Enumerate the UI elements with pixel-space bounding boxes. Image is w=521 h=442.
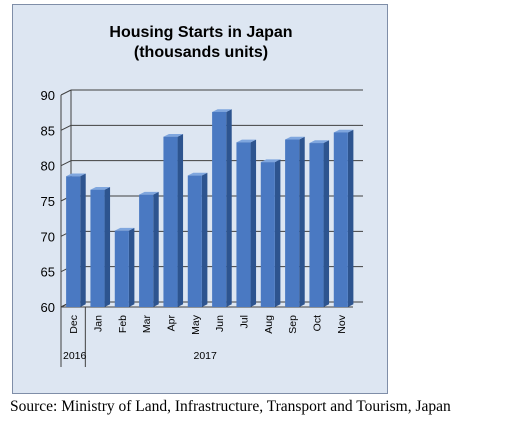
bar-front: [114, 230, 129, 307]
bar-side: [80, 173, 86, 307]
bar-side: [299, 136, 305, 307]
bar-sep: [285, 136, 305, 307]
gridline-diagonal: [60, 124, 72, 131]
year-label: 2016: [63, 350, 87, 362]
year-labels: 2016 2017: [63, 350, 217, 362]
bar-top: [333, 129, 354, 133]
bar-nov: [333, 129, 354, 307]
bar-oct: [309, 140, 330, 307]
bar-side: [274, 159, 281, 307]
bar-top: [114, 227, 135, 231]
bar-top: [212, 109, 232, 112]
bar-front: [260, 162, 275, 307]
bar-side: [347, 129, 354, 307]
x-tick-label: Feb: [117, 315, 129, 333]
bar-chart: Housing Starts in Japan (thousands units…: [41, 24, 363, 367]
bar-top: [163, 133, 184, 137]
bar-jun: [212, 109, 232, 308]
bar-may: [187, 172, 208, 307]
bar-side: [250, 139, 257, 307]
chart-title-line-1: Housing Starts in Japan: [109, 24, 292, 41]
bar-jul: [236, 139, 257, 307]
category-labels: Dec Jan Feb Mar Apr May Jun Jul Aug Sep Oct Nov: [60, 307, 348, 367]
x-tick-label: Aug: [263, 315, 275, 334]
x-tick-label: Mar: [141, 315, 153, 334]
gridline-diagonal: [60, 160, 72, 167]
bar-front: [285, 139, 300, 307]
bar-aug: [260, 159, 281, 307]
bar-top: [309, 140, 330, 144]
bar-front: [90, 189, 105, 307]
y-tick-label: 70: [41, 229, 55, 244]
bar-top: [236, 139, 257, 143]
bar-front: [139, 194, 154, 307]
x-tick-label: Apr: [166, 315, 178, 332]
x-tick-label: Nov: [336, 314, 348, 333]
bar-mar: [139, 191, 159, 307]
year-label: 2017: [193, 350, 217, 362]
x-tick-label: Dec: [68, 315, 80, 334]
y-tick-label: 65: [41, 265, 55, 280]
bar-apr: [163, 133, 184, 307]
bar-feb: [114, 227, 135, 307]
bar-dec: [66, 173, 86, 307]
y-tick-label: 80: [41, 159, 55, 174]
x-tick-label: Jul: [239, 315, 251, 328]
gridline-diagonal: [60, 89, 72, 96]
bar-jan: [90, 186, 111, 307]
y-tick-label: 75: [41, 194, 55, 209]
bar-side: [201, 172, 208, 307]
bar-top: [187, 172, 208, 176]
bar-side: [323, 140, 330, 307]
chart-title-line-2: (thousands units): [134, 44, 268, 61]
bar-top: [66, 173, 86, 177]
bar-top: [285, 136, 305, 140]
bar-top: [90, 186, 111, 190]
x-tick-label: Jan: [93, 315, 105, 332]
bar-front: [212, 111, 227, 308]
x-tick-label: Oct: [312, 315, 324, 331]
y-tick-label: 60: [41, 300, 55, 315]
bar-front: [236, 142, 251, 307]
chart-frame: Housing Starts in Japan (thousands units…: [12, 4, 388, 394]
bar-front: [163, 136, 178, 307]
x-tick-label: May: [190, 314, 202, 335]
bar-side: [153, 191, 159, 307]
bar-front: [187, 175, 202, 307]
bar-side: [177, 133, 184, 307]
bar-side: [128, 227, 135, 307]
bar-front: [333, 132, 348, 307]
x-tick-label: Sep: [287, 315, 299, 334]
y-tick-label: 90: [41, 88, 55, 103]
bars: [66, 109, 354, 308]
bar-front: [66, 176, 81, 307]
bar-top: [139, 191, 159, 195]
bar-front: [309, 143, 324, 307]
x-tick-label: Jun: [214, 315, 226, 332]
source-note: Source: Ministry of Land, Infrastructure…: [10, 398, 451, 415]
y-tick-label: 85: [41, 123, 55, 138]
bar-side: [226, 109, 232, 308]
y-axis-ticks: 60 65 70 75 80 85 90: [41, 88, 55, 315]
bar-top: [260, 159, 281, 163]
bar-side: [104, 186, 111, 307]
